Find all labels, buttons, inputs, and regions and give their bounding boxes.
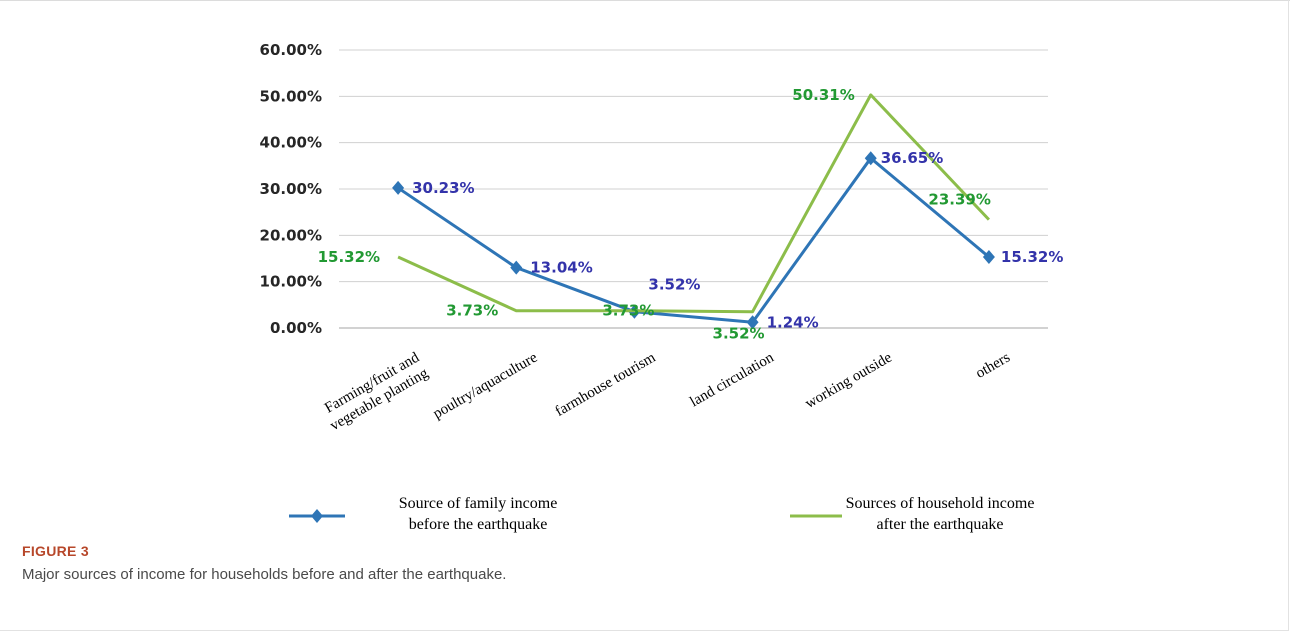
data-label: 15.32% <box>1001 248 1063 266</box>
x-tick-line: working outside <box>803 349 895 412</box>
legend-label-line: after the earthquake <box>876 516 1003 533</box>
y-tick-label: 20.00% <box>260 226 322 244</box>
x-tick-label: Farming/fruit andvegetable planting <box>318 349 431 434</box>
data-label: 50.31% <box>792 86 854 104</box>
x-tick-line: poultry/aquaculture <box>431 349 541 422</box>
y-tick-label: 10.00% <box>260 273 322 291</box>
x-axis-ticks: Farming/fruit andvegetable planting poult… <box>318 349 1013 434</box>
x-tick-line: farmhouse tourism <box>553 349 659 419</box>
data-label: 15.32% <box>318 248 380 266</box>
data-label: 3.73% <box>602 302 654 320</box>
data-label: 30.23% <box>412 179 474 197</box>
y-tick-label: 50.00% <box>260 87 322 105</box>
legend-marker <box>311 509 323 523</box>
data-label: 36.65% <box>881 149 943 167</box>
figure-caption: Major sources of income for households b… <box>22 566 507 583</box>
x-tick-line: others <box>973 350 1013 382</box>
figure-label: FIGURE 3 <box>22 543 89 559</box>
series-line-1 <box>397 156 990 324</box>
legend-label-line: before the earthquake <box>409 516 548 533</box>
data-point <box>392 180 405 195</box>
x-tick-label: land circulation <box>687 349 777 410</box>
y-tick-label: 30.00% <box>260 180 322 198</box>
data-label: 3.52% <box>713 325 765 343</box>
x-tick-label: poultry/aquaculture <box>431 349 541 422</box>
data-labels: 30.23%13.04%3.52%1.24%36.65%15.32%15.32%… <box>318 86 1064 343</box>
data-label: 3.52% <box>648 276 700 294</box>
data-point <box>982 250 995 265</box>
legend-label-line: Sources of household income <box>846 495 1035 512</box>
data-point <box>746 315 759 330</box>
x-tick-line: land circulation <box>687 349 777 410</box>
x-tick-label: others <box>973 350 1013 382</box>
line-chart: 0.00% 10.00% 20.00% 30.00% 40.00% 50.00% 60.00… <box>260 41 1064 533</box>
legend-label-1: Source of family income before the earthq… <box>399 495 558 533</box>
data-label: 13.04% <box>530 259 592 277</box>
x-tick-label: working outside <box>803 349 895 412</box>
y-tick-label: 40.00% <box>260 134 322 152</box>
data-label: 3.73% <box>446 302 498 320</box>
gridlines <box>339 49 1048 329</box>
y-tick-label: 0.00% <box>270 319 322 337</box>
data-point <box>510 260 523 275</box>
data-point <box>864 151 877 166</box>
series-line-2 <box>397 93 991 314</box>
legend-label-line: Source of family income <box>399 495 558 512</box>
top-border <box>0 0 1290 1</box>
legend: Source of family income before the earthq… <box>289 495 1034 533</box>
x-tick-label: farmhouse tourism <box>553 349 659 419</box>
legend-label-2: Sources of household income after the ear… <box>846 495 1035 533</box>
y-tick-label: 60.00% <box>260 41 322 59</box>
y-axis-ticks: 0.00% 10.00% 20.00% 30.00% 40.00% 50.00% 60.00… <box>260 41 322 337</box>
data-label: 1.24% <box>767 313 819 331</box>
series-lines <box>392 93 995 330</box>
data-label: 23.39% <box>928 191 990 209</box>
